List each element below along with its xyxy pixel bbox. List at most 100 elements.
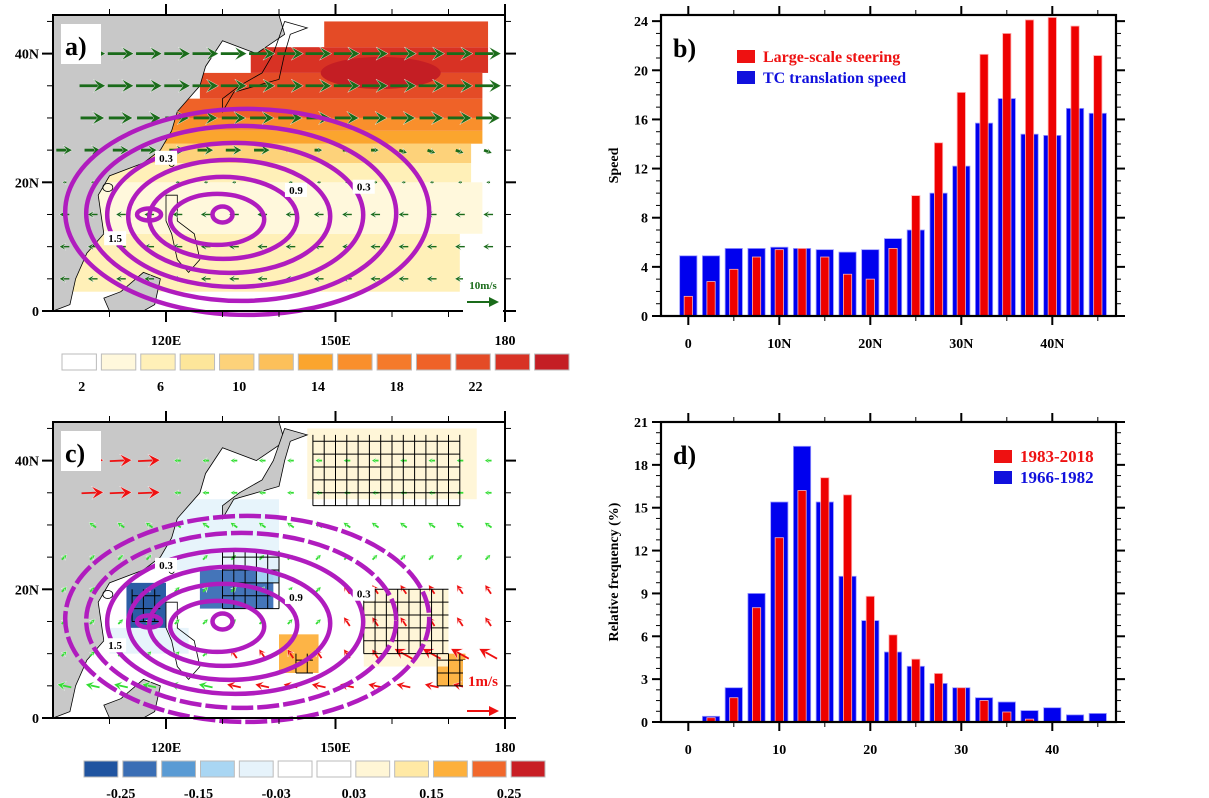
lat-tick-label: 0	[32, 712, 39, 727]
y-tick-label: 6	[641, 630, 648, 645]
wind-vector-negative	[486, 619, 492, 627]
bar-large-scale-steering	[1047, 17, 1057, 317]
wind-vector-positive	[258, 489, 264, 496]
colorbar-swatch	[455, 353, 491, 371]
contour-label: 0.9	[289, 592, 303, 604]
wind-vector	[397, 275, 405, 283]
wind-vector-negative	[258, 648, 267, 658]
colorbar-label: 14	[311, 380, 325, 395]
y-tick-label: 24	[634, 15, 648, 30]
wind-vector-positive	[289, 523, 295, 529]
wind-vector-positive	[85, 681, 95, 691]
wind-vector-positive	[61, 652, 66, 657]
wind-vector	[316, 146, 323, 154]
wind-vector-negative	[259, 684, 270, 689]
wind-vector-positive	[484, 554, 491, 561]
plot-frame	[659, 13, 1118, 318]
wind-vector	[291, 46, 304, 61]
contour-line	[62, 513, 432, 725]
legend-label: TC translation speed	[763, 70, 906, 87]
colorbar-swatch	[258, 353, 294, 371]
shading-cell	[109, 143, 472, 163]
wind-vector-negative	[109, 459, 125, 463]
wind-vector-positive	[484, 556, 489, 561]
wind-vector	[482, 210, 490, 219]
colorbar-label: -0.15	[184, 787, 213, 798]
contour-line	[83, 123, 399, 304]
contour-line	[125, 157, 333, 276]
contour-label-bg	[284, 182, 307, 197]
lon-tick-label: 120E	[151, 741, 181, 756]
wind-vector-positive	[117, 556, 122, 561]
legend-swatch	[994, 450, 1012, 463]
wind-vector-positive	[287, 620, 292, 625]
wind-vector-positive	[89, 556, 94, 561]
reference-vector-bg	[463, 272, 503, 316]
wind-vector	[347, 79, 361, 93]
bar-1983-2018	[888, 634, 898, 723]
wind-vector	[234, 46, 248, 61]
contour-line	[62, 106, 432, 318]
wind-vector-positive	[201, 522, 209, 529]
panel-b-bar-chart: 0 4 8 12 16 20 24 0 10N 20N 30N 40N Speed b) Large-sca…	[607, 6, 1125, 352]
wind-vector-negative	[456, 616, 464, 625]
wind-vector	[341, 210, 349, 219]
wind-vector-positive	[61, 650, 68, 657]
wind-vector-negative	[119, 486, 133, 500]
contour-line	[210, 611, 235, 632]
wind-vector	[369, 242, 377, 251]
legend-swatch	[994, 471, 1012, 484]
wind-vector-positive	[402, 523, 408, 529]
wind-vector	[178, 46, 191, 61]
colorbar-swatch	[534, 353, 570, 371]
wind-vector	[400, 180, 406, 185]
wind-vector-positive	[286, 489, 293, 496]
wind-vector-positive	[202, 620, 207, 625]
contour-label: 0.3	[357, 182, 371, 194]
wind-vector	[87, 275, 95, 283]
wind-vector-positive	[371, 522, 379, 529]
x-tick-label: 40	[1045, 743, 1059, 758]
x-tick-label: 0	[685, 337, 692, 352]
map-layer: 0.3 0.9 1.5 0.3	[52, 421, 505, 725]
wind-vector-negative	[226, 681, 237, 691]
wind-vector-positive	[258, 457, 264, 464]
wind-vector-positive	[399, 522, 407, 529]
wind-vector-positive	[258, 522, 266, 529]
panel-d-bar-chart: 0 3 6 9 12 15 18 21 0 10 20 30 40 Relative frequency …	[607, 413, 1125, 758]
contour-line	[167, 191, 267, 248]
wind-vector	[262, 46, 276, 61]
tc-frequency-contours: 0.3 0.9 1.5 0.3	[62, 106, 432, 318]
wind-vector-positive	[371, 556, 376, 561]
tc-frequency-contours: 0.3 0.9 1.5 0.3	[62, 513, 432, 725]
wind-vector	[319, 79, 332, 93]
wind-vector-negative	[138, 459, 153, 463]
wind-vector	[372, 180, 378, 185]
colorbar-label: -0.25	[106, 787, 135, 798]
wind-vector-negative	[484, 584, 493, 593]
wind-vector	[483, 148, 490, 154]
wind-vector	[205, 111, 218, 125]
wind-vector-positive	[229, 522, 238, 529]
y-tick-label: 3	[641, 673, 648, 688]
bar-1966-1982	[1088, 713, 1107, 723]
colorbar-label: 10	[232, 380, 246, 395]
wind-vector	[485, 147, 493, 155]
contour-label-bg	[352, 179, 375, 194]
x-tick-label: 0	[685, 743, 692, 758]
wind-vector	[316, 180, 321, 185]
lon-tick-label: 180	[495, 741, 516, 756]
bar-1983-2018	[729, 697, 739, 723]
wind-vector-positive	[91, 523, 97, 529]
lon-tick-label: 180	[495, 334, 516, 349]
bar-large-scale-steering	[843, 273, 853, 317]
wind-vector	[203, 180, 208, 185]
contour-line	[104, 140, 366, 290]
colorbar-swatch	[297, 353, 334, 371]
wind-vector-positive	[89, 652, 94, 657]
land-hainan	[102, 183, 114, 192]
wind-vector-positive	[315, 556, 320, 561]
legend-label: 1966-1982	[1020, 468, 1094, 487]
reference-vector-arrow	[489, 297, 499, 307]
bar-large-scale-steering	[934, 142, 944, 317]
